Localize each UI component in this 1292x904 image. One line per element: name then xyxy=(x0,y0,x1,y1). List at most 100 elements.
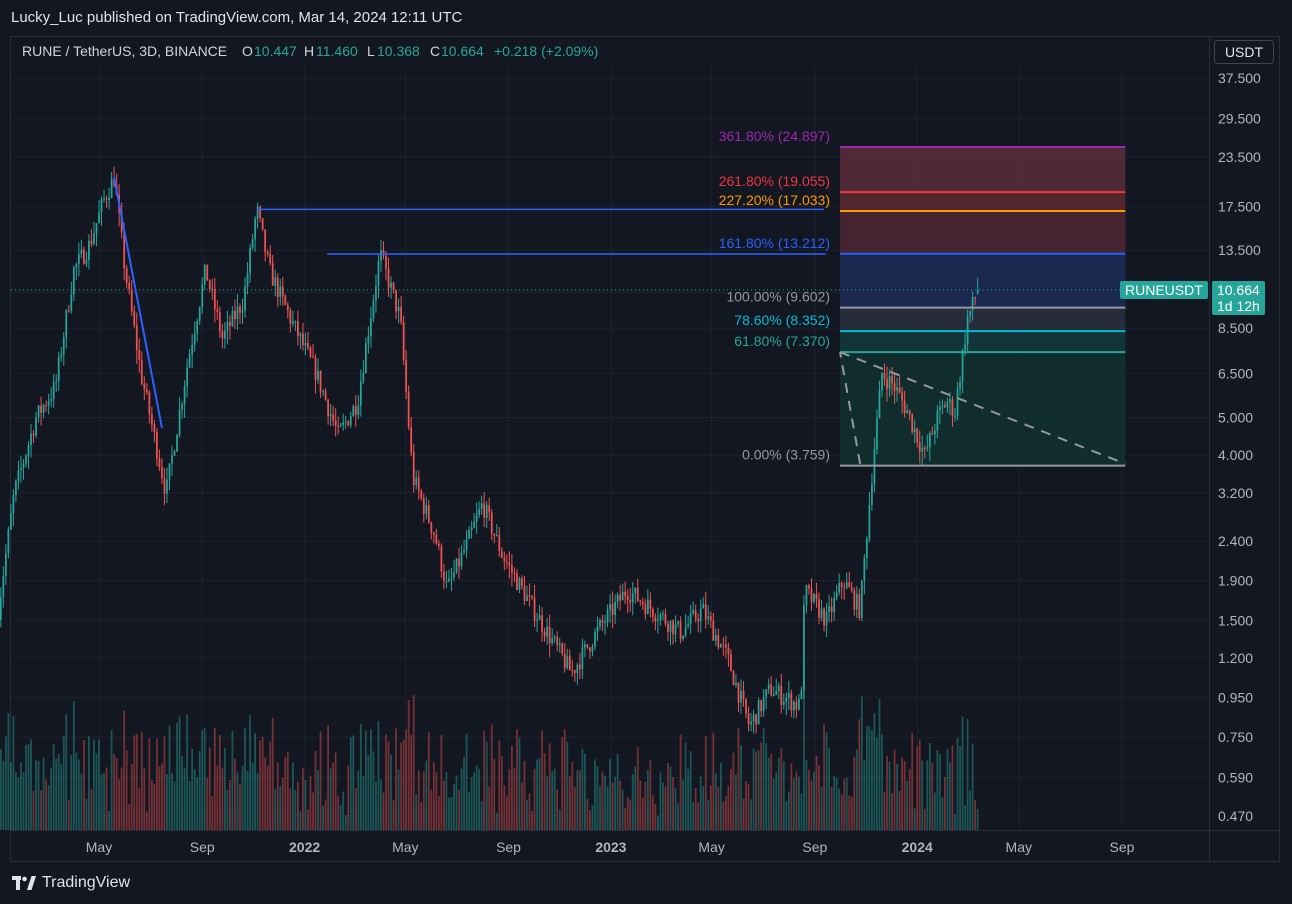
candle-body xyxy=(445,580,448,582)
candle-body xyxy=(727,647,730,655)
candle-body xyxy=(503,557,506,562)
candle-body xyxy=(767,684,770,690)
candle-body xyxy=(163,478,166,494)
volume-bar xyxy=(40,790,42,830)
volume-bar xyxy=(863,760,866,830)
candle-body xyxy=(123,232,126,269)
candle-body xyxy=(62,337,65,355)
candle-body xyxy=(898,387,901,393)
candle-body xyxy=(314,357,317,381)
volume-bar xyxy=(234,758,236,830)
candle-body xyxy=(684,626,687,636)
candle-body xyxy=(32,433,35,436)
volume-bar xyxy=(926,760,929,830)
candle-body xyxy=(347,421,350,426)
fib-zone xyxy=(840,331,1126,353)
candle-body xyxy=(531,595,533,598)
candle-body xyxy=(70,294,73,311)
candle-body xyxy=(216,308,219,312)
volume-bar xyxy=(843,778,846,830)
low-label: L xyxy=(367,43,375,59)
volume-bar xyxy=(382,792,385,830)
volume-bar xyxy=(198,751,201,830)
volume-bar xyxy=(229,780,231,830)
volume-bar xyxy=(594,759,596,830)
volume-bar xyxy=(868,726,871,830)
volume-bar xyxy=(566,741,569,830)
volume-bar xyxy=(792,778,795,830)
volume-bar xyxy=(460,768,463,830)
candle-body xyxy=(649,599,652,609)
candle-body xyxy=(838,583,841,593)
volume-bar xyxy=(322,805,324,830)
volume-bar xyxy=(659,772,662,830)
y-tick-label: 5.000 xyxy=(1218,410,1253,426)
volume-bar xyxy=(906,780,909,830)
volume-bar xyxy=(503,785,506,830)
volume-bar xyxy=(581,748,584,830)
volume-bar xyxy=(201,730,204,830)
volume-bar xyxy=(553,768,556,830)
volume-bar xyxy=(750,799,752,830)
volume-bar xyxy=(407,699,410,830)
volume-bar xyxy=(186,714,188,830)
volume-bar xyxy=(878,699,881,830)
x-tick-label: 2024 xyxy=(902,839,933,855)
candle-body xyxy=(405,359,408,392)
volume-bar xyxy=(923,808,926,830)
candle-body xyxy=(12,495,15,514)
candle-body xyxy=(339,424,342,427)
candle-body xyxy=(7,529,10,554)
candle-body xyxy=(969,310,971,317)
candle-body xyxy=(307,343,309,348)
candle-body xyxy=(521,578,523,586)
candle-body xyxy=(387,268,390,288)
candle-body xyxy=(83,249,85,264)
volume-bar xyxy=(448,797,450,830)
volume-bar xyxy=(80,773,83,830)
candle-body xyxy=(704,604,707,620)
volume-bar xyxy=(599,785,601,830)
candle-body xyxy=(362,372,365,382)
candle-body xyxy=(211,288,214,290)
bar-countdown-tag: 1d 12h xyxy=(1212,297,1265,315)
candle-body xyxy=(254,218,256,240)
volume-bar xyxy=(964,805,966,830)
volume-bar xyxy=(825,732,828,830)
volume-bar xyxy=(264,757,267,830)
candle-body xyxy=(493,533,496,536)
volume-bar xyxy=(133,735,136,830)
candle-body xyxy=(344,421,347,423)
volume-bar xyxy=(767,757,770,830)
volume-bar xyxy=(745,780,747,830)
volume-bar xyxy=(216,765,219,830)
volume-bar xyxy=(70,755,73,830)
candle-body xyxy=(740,690,742,703)
candle-body xyxy=(27,445,30,456)
volume-bar xyxy=(90,789,93,830)
y-tick-label: 1.500 xyxy=(1218,612,1253,628)
candle-body xyxy=(755,714,757,725)
candle-body xyxy=(558,643,561,645)
volume-bar xyxy=(657,815,659,830)
volume-bar xyxy=(505,796,508,830)
candle-body xyxy=(772,695,775,697)
currency-selector[interactable]: USDT xyxy=(1214,40,1274,64)
volume-bar xyxy=(616,753,619,830)
volume-bar xyxy=(478,768,481,830)
volume-bar xyxy=(244,728,246,830)
volume-bar xyxy=(236,772,239,830)
volume-bar xyxy=(606,786,609,830)
volume-bar xyxy=(684,742,687,830)
fib-level-label: 161.80% (13.212) xyxy=(719,235,830,251)
candle-body xyxy=(800,689,803,699)
close-label: C xyxy=(430,43,440,59)
volume-bar xyxy=(833,775,836,830)
candle-body xyxy=(427,505,430,523)
candle-body xyxy=(196,321,199,334)
tradingview-brand[interactable]: TradingView xyxy=(12,874,130,892)
candle-body xyxy=(453,572,455,578)
volume-bar xyxy=(291,762,294,830)
candle-body xyxy=(256,207,259,219)
